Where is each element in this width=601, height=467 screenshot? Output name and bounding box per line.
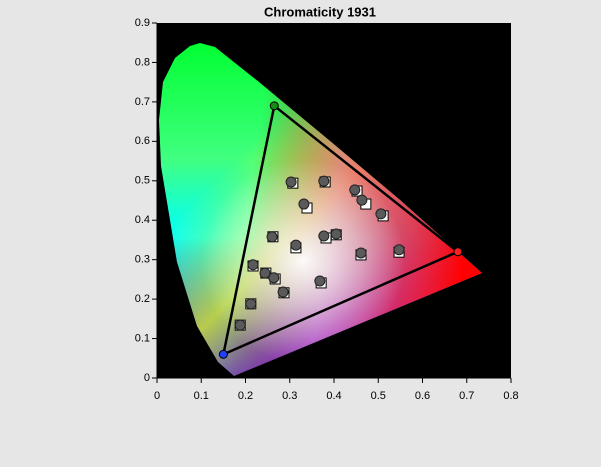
y-tick-label: 0.9: [135, 17, 150, 29]
measured-point: [330, 228, 342, 240]
measured-point: [375, 208, 387, 220]
measured-point: [234, 319, 246, 331]
measured-point: [277, 286, 289, 298]
measured-point: [298, 198, 310, 210]
x-tick-label: 0.8: [503, 390, 518, 402]
y-tick-label: 0.4: [135, 214, 150, 226]
y-tick-label: 0: [144, 372, 150, 384]
x-tick-label: 0.2: [238, 390, 253, 402]
measured-point: [356, 194, 368, 206]
y-tick-label: 0.6: [135, 135, 150, 147]
x-tick-label: 0.1: [194, 390, 209, 402]
measured-point: [393, 244, 405, 256]
chart-title: Chromaticity 1931: [264, 4, 376, 19]
y-tick-label: 0.2: [135, 293, 150, 305]
x-tick-label: 0.7: [459, 390, 474, 402]
y-tick-label: 0.1: [135, 332, 150, 344]
measured-point: [349, 184, 361, 196]
measured-point: [318, 230, 330, 242]
y-tick-label: 0.8: [135, 56, 150, 68]
measured-point: [285, 176, 297, 188]
x-tick-label: 0.5: [371, 390, 386, 402]
measured-point: [245, 298, 257, 310]
measured-point: [266, 231, 278, 243]
gamut-vertex: [218, 349, 228, 359]
x-tick-label: 0.3: [282, 390, 297, 402]
gamut-triangle: [221, 103, 461, 357]
y-tick-label: 0.3: [135, 254, 150, 266]
gamut-vertex: [269, 101, 279, 111]
measured-point: [314, 275, 326, 287]
y-tick-label: 0.5: [135, 175, 150, 187]
x-tick-label: 0: [154, 390, 160, 402]
x-tick-label: 0.4: [326, 390, 341, 402]
measured-point: [247, 259, 259, 271]
measured-point: [355, 247, 367, 259]
measured-point: [259, 267, 271, 279]
measured-point: [318, 175, 330, 187]
gamut-vertex: [453, 247, 463, 257]
measured-point: [290, 239, 302, 251]
measured-point: [268, 272, 280, 284]
x-tick-label: 0.6: [415, 390, 430, 402]
y-tick-label: 0.7: [135, 96, 150, 108]
